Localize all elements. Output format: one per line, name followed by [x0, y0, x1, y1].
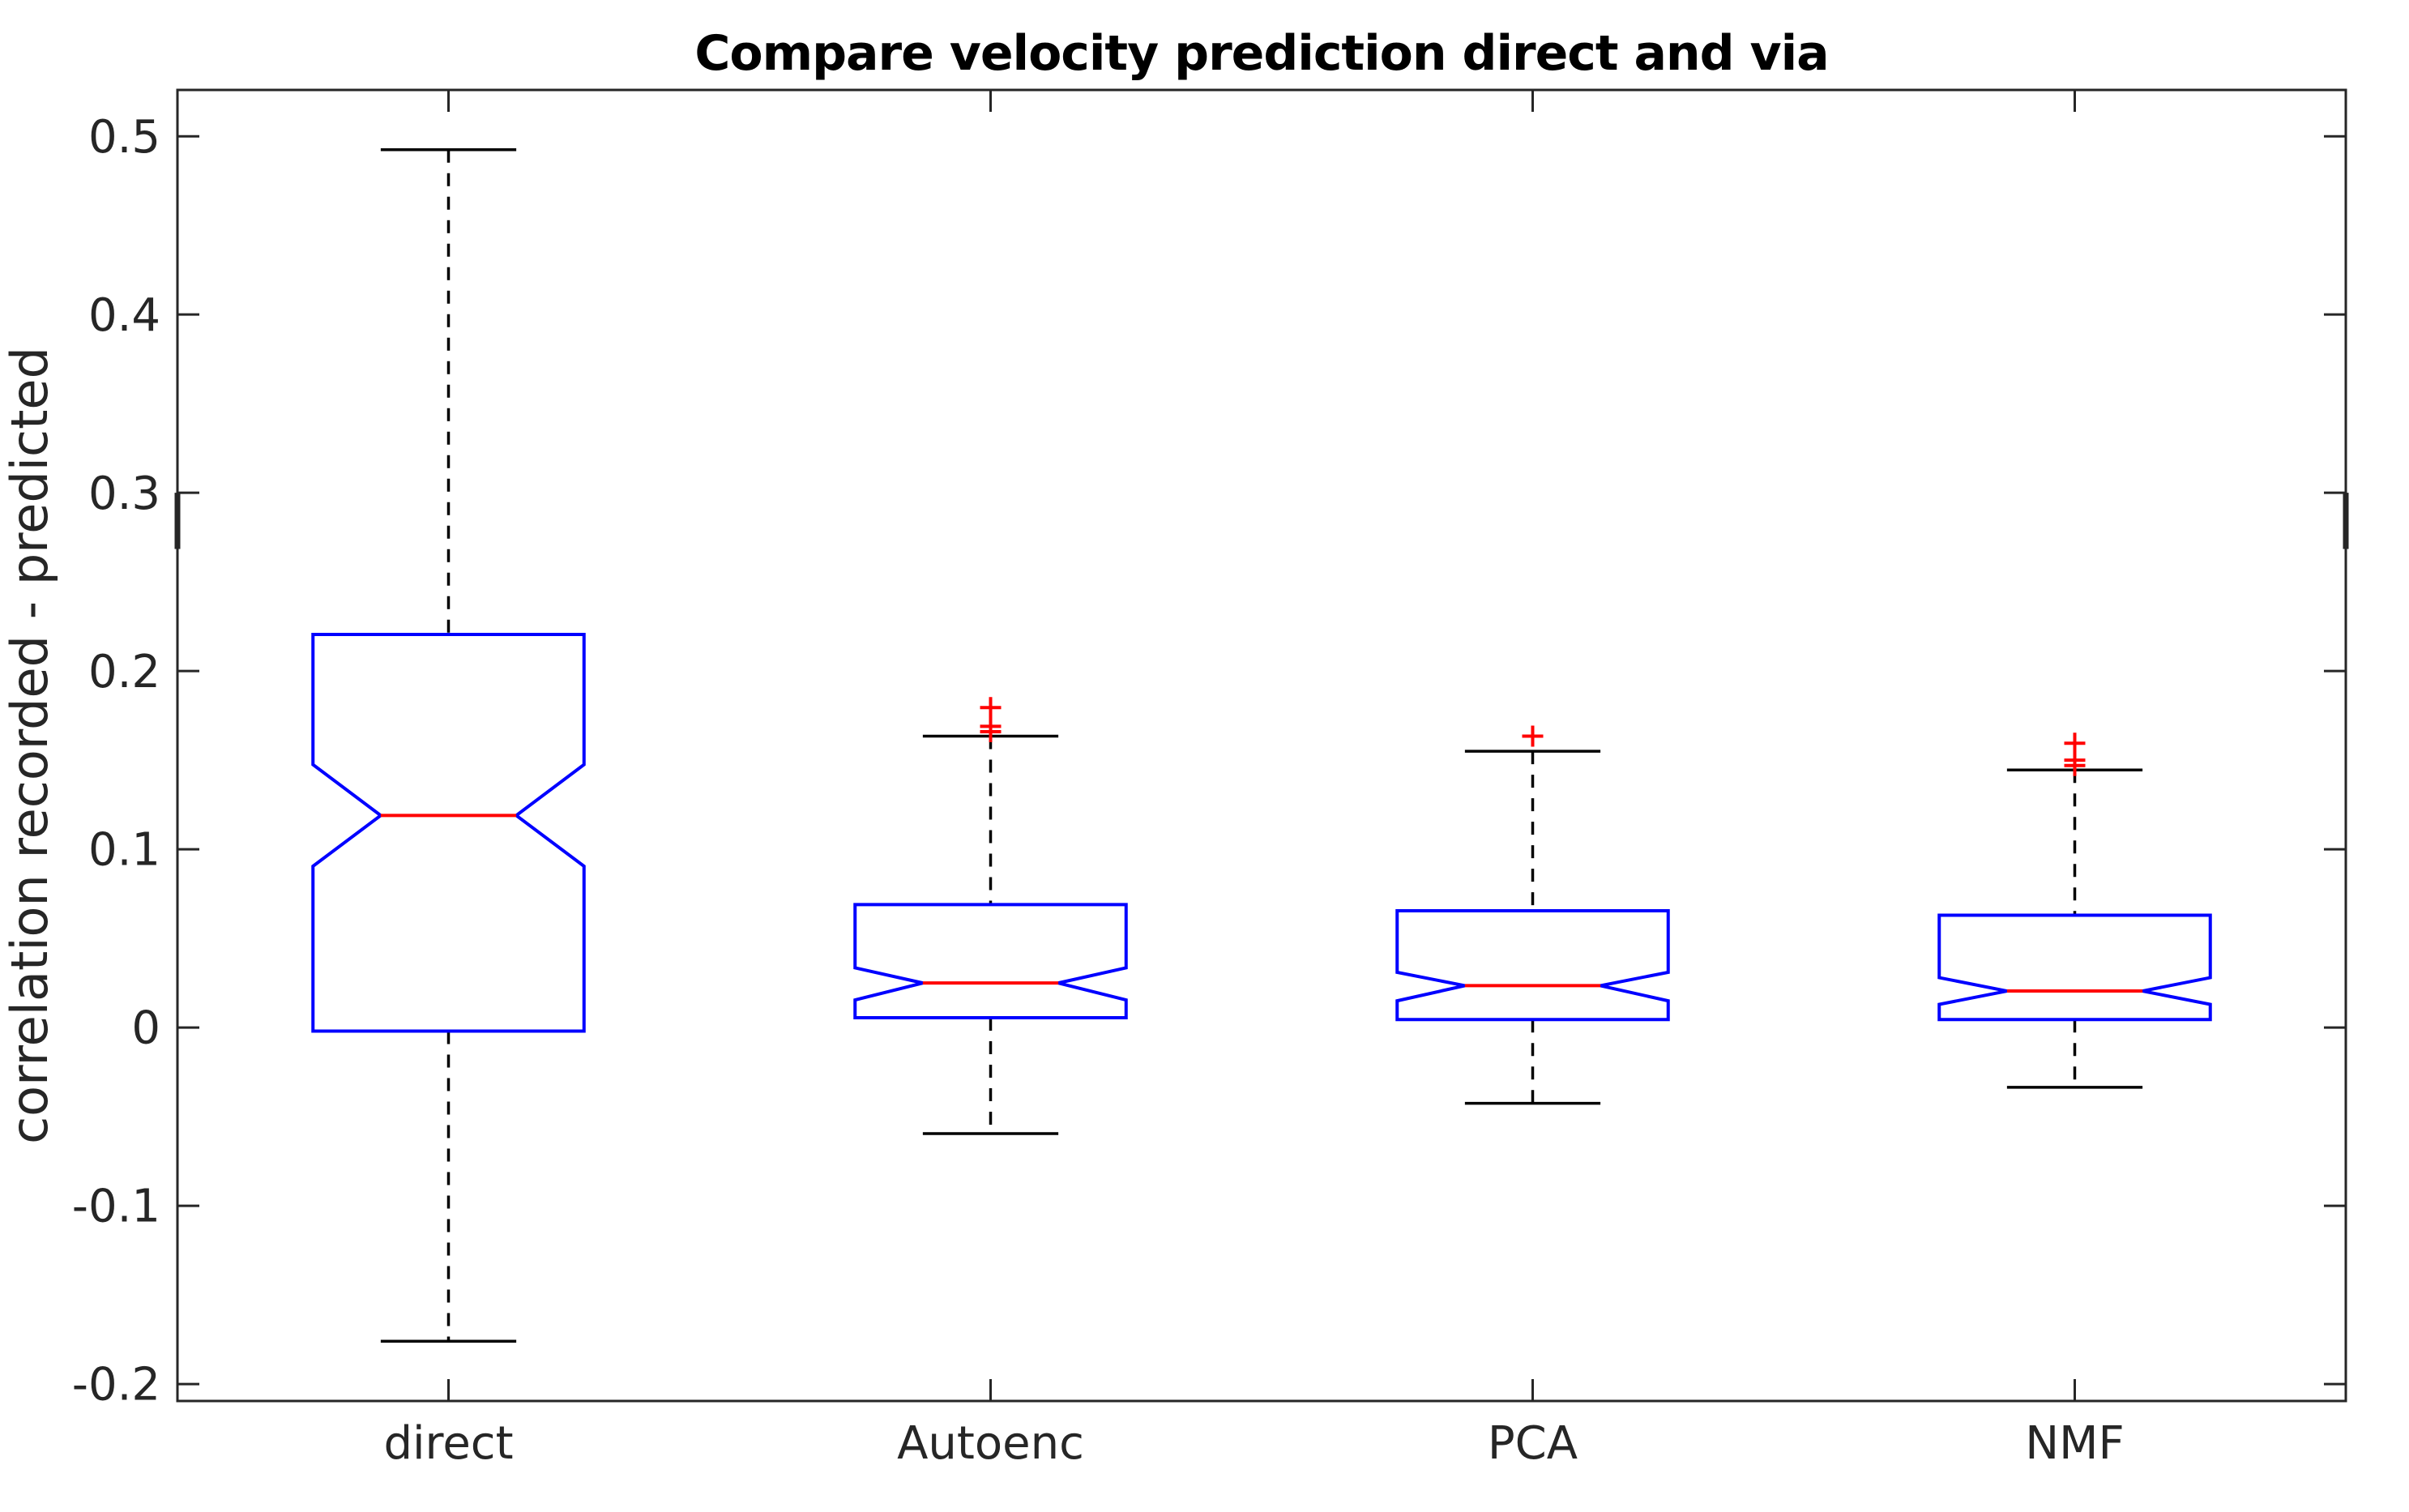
- chart-title: Compare velocity prediction direct and v…: [694, 25, 1828, 82]
- notched-box: [1937, 913, 2212, 1022]
- y-tick-label: 0.1: [88, 824, 160, 877]
- y-tick-label: 0.4: [88, 289, 160, 342]
- notched-box: [853, 903, 1128, 1020]
- x-tick-label-NMF: NMF: [2025, 1417, 2124, 1470]
- box-NMF: [1937, 733, 2212, 1089]
- y-tick-label: -0.1: [72, 1181, 160, 1233]
- outlier-marker: [1522, 725, 1544, 747]
- box-direct: [311, 147, 586, 1343]
- y-tick-label: -0.2: [72, 1359, 160, 1412]
- x-tick-label-PCA: PCA: [1488, 1417, 1578, 1470]
- outlier-marker: [980, 697, 1002, 719]
- y-tick-label: 0.2: [88, 646, 160, 698]
- box-Autoenc: [853, 697, 1128, 1135]
- axes-frame: [176, 88, 2347, 1403]
- x-tick-label-Autoenc: Autoenc: [897, 1417, 1084, 1470]
- y-tick-label: 0.3: [88, 468, 160, 520]
- outlier-marker: [980, 720, 1002, 742]
- outlier-marker: [2064, 754, 2086, 776]
- y-axis-label: correlation recorded - predicted: [0, 347, 59, 1144]
- plot-area: 0.5 0.4 0.3 0.2 0.1 0 -0.1 -0.2 direct Autoenc PCA…: [72, 88, 2349, 1470]
- y-tick-label: 0: [131, 1002, 160, 1055]
- x-tick-label-direct: direct: [383, 1417, 513, 1470]
- notched-box: [311, 633, 586, 1033]
- notched-box: [1395, 909, 1670, 1022]
- y-tick-label: 0.5: [88, 111, 160, 164]
- box-PCA: [1395, 725, 1670, 1105]
